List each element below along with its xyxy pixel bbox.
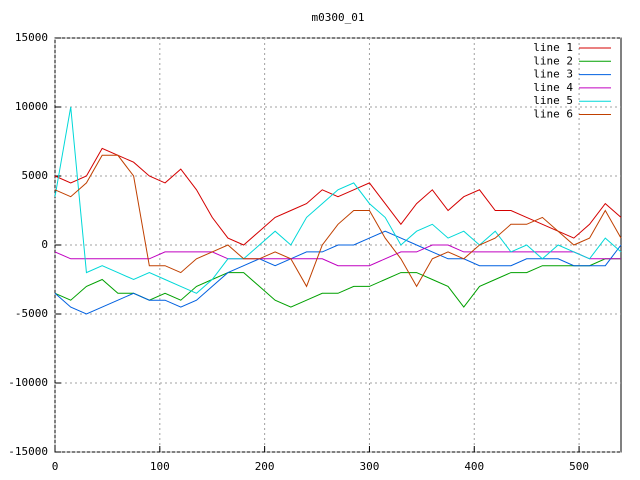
- y-tick-label: -15000: [8, 445, 48, 458]
- x-tick-label: 0: [52, 460, 59, 473]
- legend-label: line 3: [533, 68, 573, 81]
- x-tick-label: 200: [255, 460, 275, 473]
- y-tick-label: -5000: [15, 307, 48, 320]
- data-line: [54, 106, 622, 294]
- legend-label: line 1: [533, 41, 573, 54]
- data-line: [54, 244, 621, 267]
- y-tick-label: 15000: [15, 31, 48, 44]
- data-line: [54, 147, 622, 246]
- y-tick-label: -10000: [8, 376, 48, 389]
- legend-label: line 4: [533, 81, 573, 94]
- y-tick-label: 5000: [22, 169, 49, 182]
- chart-title: m0300_01: [312, 11, 365, 24]
- legend-label: line 5: [533, 94, 573, 107]
- x-tick-label: 300: [360, 460, 380, 473]
- legend-label: line 6: [533, 108, 573, 121]
- x-tick-label: 400: [464, 460, 484, 473]
- legend-label: line 2: [533, 54, 573, 67]
- x-tick-label: 500: [569, 460, 589, 473]
- x-tick-label: 100: [150, 460, 170, 473]
- y-tick-label: 0: [41, 238, 48, 251]
- data-line: [54, 154, 622, 288]
- y-tick-label: 10000: [15, 100, 48, 113]
- data-line: [54, 230, 622, 315]
